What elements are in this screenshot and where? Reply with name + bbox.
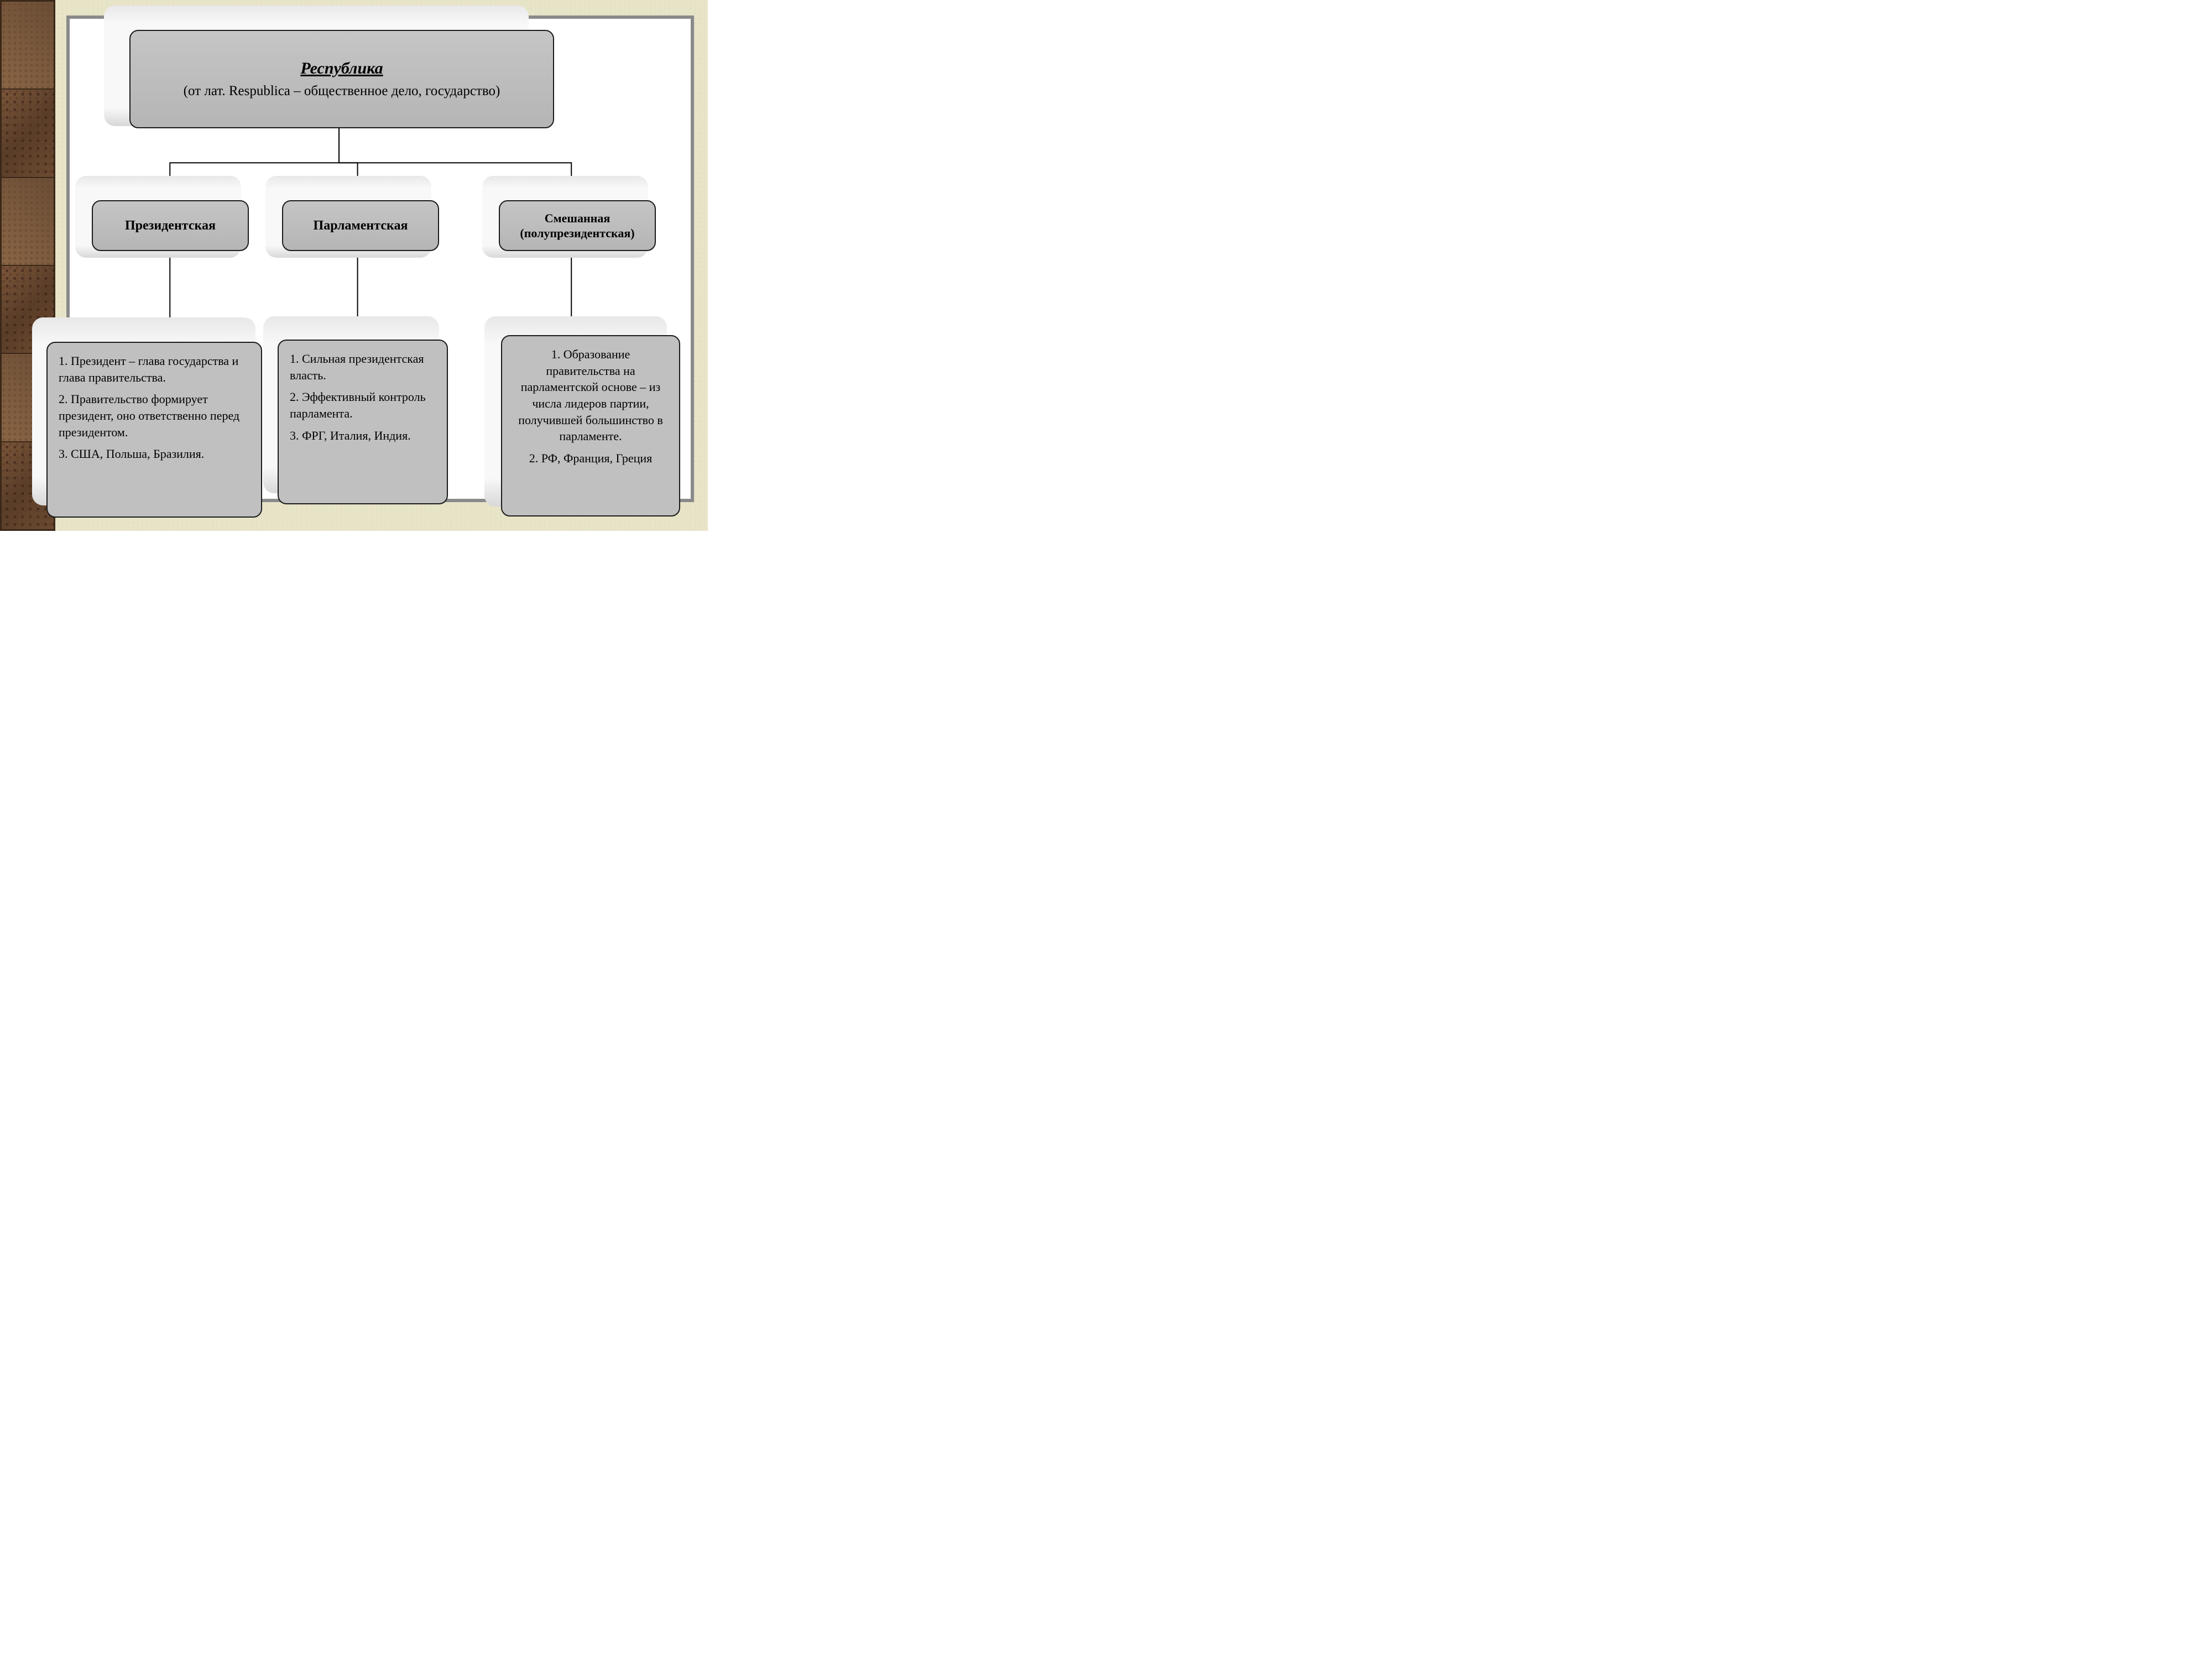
mixed-item: 1. Образование правительства на парламен…: [513, 346, 668, 445]
republic-hierarchy-diagram: Республика (от лат. Respublica – обществ…: [70, 19, 691, 499]
parliamentary-item: 2. Эффективный контроль парламента.: [290, 389, 436, 421]
mixed-node: Смешанная (полупрезидентская): [499, 200, 656, 251]
presidential-item: 1. Президент – глава государства и глава…: [59, 353, 250, 385]
mixed-detail: 1. Образование правительства на парламен…: [501, 335, 680, 517]
parliamentary-label: Парламентская: [314, 218, 408, 233]
presidential-detail: 1. Президент – глава государства и глава…: [46, 342, 262, 518]
root-title: Республика: [184, 59, 500, 78]
presidential-label: Президентская: [125, 218, 216, 233]
parliamentary-item: 3. ФРГ, Италия, Индия.: [290, 427, 436, 444]
presidential-item: 2. Правительство формирует президент, он…: [59, 391, 250, 440]
root-node: Республика (от лат. Respublica – обществ…: [129, 30, 554, 128]
root-subtitle: (от лат. Respublica – общественное дело,…: [184, 84, 500, 99]
mixed-item: 2. РФ, Франция, Греция: [513, 450, 668, 467]
mixed-label: Смешанная (полупрезидентская): [500, 211, 655, 241]
presidential-item: 3. США, Польша, Бразилия.: [59, 446, 250, 462]
parliamentary-detail: 1. Сильная президентская власть. 2. Эффек…: [278, 340, 448, 504]
slide-frame: Республика (от лат. Respublica – обществ…: [66, 15, 694, 502]
parliamentary-node: Парламентская: [282, 200, 439, 251]
parliamentary-item: 1. Сильная президентская власть.: [290, 351, 436, 383]
presidential-node: Президентская: [92, 200, 249, 251]
